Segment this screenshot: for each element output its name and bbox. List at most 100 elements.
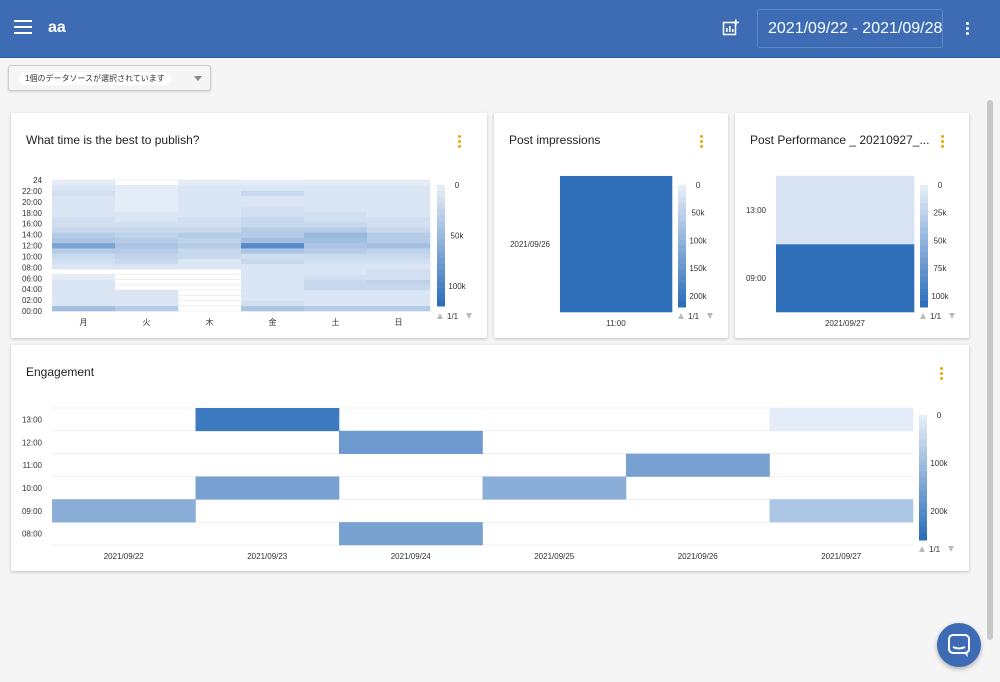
- card-menu-icon[interactable]: [458, 135, 462, 149]
- heatmap-cell: [367, 221, 431, 228]
- legend-swatch: [920, 288, 928, 296]
- heatmap-cell: [178, 227, 242, 233]
- chat-support-button[interactable]: [937, 623, 981, 667]
- heatmap-cell: [241, 248, 305, 254]
- heatmap-cell: [241, 295, 305, 301]
- heatmap-cell: [304, 274, 368, 280]
- heatmap-cell: [241, 232, 305, 238]
- card-menu-icon[interactable]: [941, 135, 945, 149]
- more-options-icon[interactable]: [966, 22, 970, 36]
- heatmap-cell: [52, 242, 116, 249]
- add-chart-icon[interactable]: [722, 19, 740, 37]
- legend-swatch: [678, 300, 686, 308]
- y-tick-label: 09:00: [746, 274, 767, 283]
- datasource-label: 1個のデータソースが選択されています: [19, 72, 171, 85]
- hamburger-menu-icon[interactable]: [14, 20, 32, 36]
- heatmap-cell: [195, 476, 340, 500]
- x-tick-label: 2021/09/27: [825, 319, 866, 328]
- heatmap-cell: [367, 295, 431, 301]
- heatmap-cell: [115, 237, 179, 244]
- legend-swatch: [437, 269, 445, 277]
- heatmap-cell: [304, 242, 368, 249]
- legend-swatch: [437, 245, 445, 253]
- y-tick-label: 2021/09/26: [510, 240, 551, 249]
- legend-swatch: [437, 227, 445, 234]
- x-tick-label: 2021/09/23: [247, 552, 288, 561]
- scrollbar-thumb[interactable]: [987, 100, 993, 640]
- legend-swatch: [437, 263, 445, 271]
- y-tick-label: 00:00: [22, 307, 43, 316]
- heatmap-cell: [115, 211, 179, 217]
- impressions-heatmap: 2021/09/26 11:00 0 50k 100k 150k 200k 1/1: [510, 175, 713, 328]
- heatmap-cell: [304, 284, 368, 291]
- date-range-picker[interactable]: 2021/09/22 - 2021/09/28: [757, 9, 943, 48]
- card-menu-icon[interactable]: [700, 135, 704, 149]
- pager-up-icon: [919, 546, 925, 552]
- legend-swatch: [919, 458, 927, 466]
- card-title: Engagement: [26, 365, 95, 379]
- heatmap-cell: [178, 242, 242, 249]
- legend-swatch: [678, 215, 686, 223]
- heatmap-cell: [52, 216, 116, 223]
- legend-swatch: [919, 421, 927, 428]
- card-title: Post Performance _ 20210927_...: [750, 133, 930, 147]
- y-tick-label: 08:00: [22, 263, 43, 272]
- chevron-down-icon: [194, 76, 202, 81]
- heatmap-cell: [178, 211, 242, 217]
- legend-swatch: [678, 197, 686, 204]
- legend-swatch: [437, 215, 445, 222]
- heatmap-cell: [115, 227, 179, 233]
- heatmap-cell: [178, 237, 242, 244]
- heatmap-cell: [115, 195, 179, 202]
- legend-swatch: [678, 258, 686, 265]
- legend-swatch: [920, 191, 928, 198]
- heatmap-cell: [241, 211, 305, 217]
- legend-tick-label: 50k: [451, 231, 465, 240]
- legend-swatch: [919, 527, 927, 535]
- heatmap-cell: [178, 180, 242, 186]
- legend-swatch: [678, 246, 686, 253]
- heatmap-cell: [304, 221, 368, 228]
- heatmap-cell: [367, 253, 431, 259]
- engagement-card: Engagement 08:00 09:00 10:00 11:00 12:00 13:0…: [11, 345, 969, 571]
- legend-swatch: [678, 294, 686, 302]
- heatmap-cell: [304, 232, 368, 238]
- datasource-select[interactable]: 1個のデータソースが選択されています: [8, 65, 211, 91]
- legend-tick-label: 200k: [689, 292, 707, 301]
- x-tick-label: 2021/09/26: [678, 552, 719, 561]
- heatmap-cell: [241, 258, 305, 265]
- legend-swatch: [437, 203, 445, 210]
- legend-swatch: [920, 209, 928, 216]
- heatmap-cell: [52, 279, 116, 286]
- heatmap-cell: [304, 253, 368, 259]
- heatmap-cell: [241, 216, 305, 223]
- y-tick-label: 24: [33, 176, 42, 185]
- x-tick-label: 11:00: [606, 319, 626, 328]
- heatmap-cell: [304, 216, 368, 223]
- heatmap-cell: [52, 295, 116, 301]
- heatmap-cell: [52, 263, 116, 270]
- legend-swatch: [919, 471, 927, 478]
- heatmap-cell: [52, 305, 116, 312]
- heatmap-cell: [241, 180, 305, 186]
- heatmap-cell: [776, 244, 915, 313]
- heatmap-cell: [52, 206, 116, 212]
- card-menu-icon[interactable]: [940, 367, 944, 381]
- x-tick-label: 2021/09/22: [104, 552, 145, 561]
- legend-swatch: [437, 275, 445, 283]
- pager-label: 1/1: [930, 312, 942, 321]
- legend-swatch: [920, 252, 928, 259]
- pager-label: 1/1: [447, 312, 459, 321]
- heatmap-cell: [367, 305, 431, 312]
- heatmap-cell: [304, 227, 368, 233]
- legend-swatch: [919, 440, 927, 447]
- heatmap-cell: [304, 190, 368, 197]
- heatmap-cell: [241, 195, 305, 202]
- y-tick-label: 08:00: [22, 530, 43, 539]
- y-tick-label: 11:00: [23, 461, 43, 470]
- legend-swatch: [678, 264, 686, 271]
- pager-down-icon: [948, 546, 954, 552]
- heatmap-cell: [367, 200, 431, 207]
- x-tick-label: 月: [80, 318, 88, 327]
- heatmap-cell: [367, 237, 431, 244]
